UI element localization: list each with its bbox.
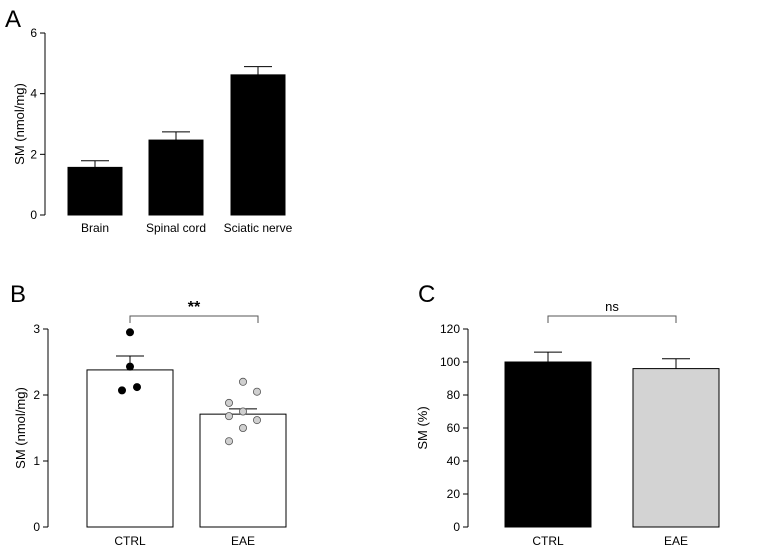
panel-a-x-label-brain: Brain (81, 221, 109, 235)
panel-b-point-ctrl-1 (126, 328, 135, 337)
panel-a: A SM (nmol/mg) 0 2 4 6 Brain Spinal cord Sc… (5, 6, 293, 235)
panel-b-point-ctrl-4 (118, 386, 127, 395)
panel-a-x-label-spinal-cord: Spinal cord (146, 221, 206, 235)
panel-b-y-tick-label-3: 3 (33, 322, 40, 336)
panel-c-x-label-eae: EAE (664, 534, 688, 547)
panel-b-point-ctrl-2 (126, 362, 135, 371)
panel-b-point-ctrl-3 (132, 383, 141, 392)
panel-c-y-tick-label-60: 60 (447, 421, 461, 435)
panel-a-y-tick-label-0: 0 (30, 208, 37, 222)
panel-b-letter: B (10, 281, 26, 308)
panel-c-significance-bracket (547, 315, 677, 323)
panel-a-y-tick-label-6: 6 (30, 26, 37, 40)
panel-b-y-tick-label-1: 1 (33, 454, 40, 468)
panel-b-point-eae-1 (238, 377, 247, 386)
panel-a-x-labels: Brain Spinal cord Sciatic nerve (81, 221, 293, 235)
panel-b-point-eae-7 (238, 423, 247, 432)
panel-c: C SM (%) 0 20 40 60 80 100 120 ns CTRL EAE (415, 281, 720, 547)
panel-c-y-tick-label-120: 120 (440, 322, 460, 336)
panel-c-x-labels: CTRL EAE (532, 534, 688, 547)
panel-c-y-tick-label-100: 100 (440, 355, 460, 369)
panel-a-bar-sciatic-nerve (230, 74, 286, 216)
panel-b-y-ticks: 0 1 2 3 (33, 322, 48, 534)
panel-c-y-tick-label-20: 20 (447, 487, 461, 501)
panel-a-x-label-sciatic-nerve: Sciatic nerve (224, 221, 293, 235)
panel-c-error-bars (534, 351, 690, 369)
panel-a-error-bars (81, 66, 272, 168)
panel-b-bar-ctrl (86, 369, 174, 528)
panel-c-x-label-ctrl: CTRL (532, 534, 564, 547)
panel-a-y-axis-title: SM (nmol/mg) (12, 83, 27, 165)
panel-c-y-tick-label-40: 40 (447, 454, 461, 468)
panel-b-y-tick-label-2: 2 (33, 388, 40, 402)
panel-a-y-tick-label-4: 4 (30, 87, 37, 101)
panel-b-point-eae-5 (224, 412, 233, 421)
panel-c-y-tick-label-80: 80 (447, 388, 461, 402)
panel-b-y-tick-label-0: 0 (33, 520, 40, 534)
panel-a-y-tick-label-2: 2 (30, 147, 37, 161)
panel-a-bar-spinal-cord (148, 139, 204, 216)
panel-c-bars (504, 361, 720, 528)
panel-b-point-eae-4 (238, 407, 247, 416)
panel-a-bar-brain (67, 166, 123, 216)
panel-b-x-label-eae: EAE (231, 534, 255, 547)
panel-a-letter: A (5, 6, 21, 33)
panel-c-bar-eae (632, 368, 720, 528)
panel-b-data-points (118, 328, 261, 446)
panel-b-bars (86, 369, 287, 528)
panel-b-y-axis-title: SM (nmol/mg) (13, 387, 28, 469)
panel-a-y-ticks: 0 2 4 6 (30, 26, 45, 222)
panel-b-point-eae-2 (252, 387, 261, 396)
panel-b-bar-eae (199, 413, 287, 528)
panel-b-significance-bracket (129, 315, 259, 323)
panel-c-significance-label: ns (605, 299, 619, 314)
panel-c-y-tick-label-0: 0 (453, 520, 460, 534)
panel-c-y-ticks: 0 20 40 60 80 100 120 (440, 322, 468, 534)
panel-b-x-label-ctrl: CTRL (114, 534, 146, 547)
panel-a-bars (67, 74, 286, 216)
panel-b-x-labels: CTRL EAE (114, 534, 255, 547)
panel-b-significance-label: ** (188, 299, 201, 316)
panel-c-letter: C (418, 281, 435, 308)
panel-c-bar-ctrl (504, 361, 592, 528)
panel-c-y-axis-title: SM (%) (415, 406, 430, 449)
panel-b-point-eae-6 (252, 416, 261, 425)
panel-b-point-eae-3 (224, 398, 233, 407)
panel-b: B SM (nmol/mg) 0 1 2 3 ** CTRL EAE (10, 281, 287, 547)
panel-b-point-eae-8 (224, 437, 233, 446)
